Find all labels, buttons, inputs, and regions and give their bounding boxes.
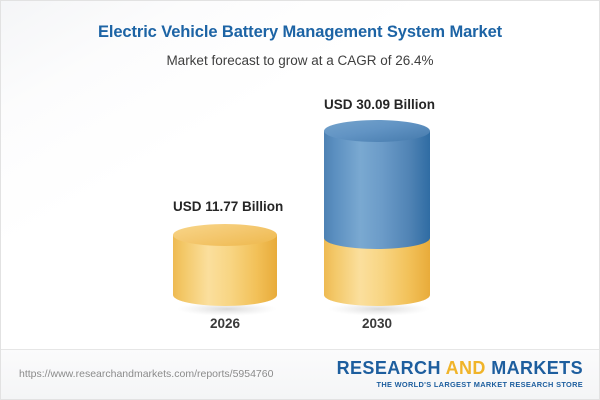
- footer-report-url[interactable]: https://www.researchandmarkets.com/repor…: [19, 368, 274, 380]
- logo-word-and: AND: [445, 358, 486, 378]
- cylinder-2030: [324, 120, 430, 316]
- chart-subtitle: Market forecast to grow at a CAGR of 26.…: [166, 53, 434, 68]
- research-and-markets-logo[interactable]: RESEARCH AND MARKETS THE WORLD'S LARGEST…: [337, 359, 583, 388]
- cylinder-2026: [173, 224, 277, 316]
- logo-word-research: RESEARCH: [336, 358, 441, 378]
- footer: https://www.researchandmarkets.com/repor…: [1, 350, 599, 399]
- plot-area: USD 11.77 Billion: [1, 1, 599, 349]
- bar-group-2026: USD 11.77 Billion: [173, 1, 284, 349]
- logo-tagline: THE WORLD'S LARGEST MARKET RESEARCH STOR…: [376, 380, 583, 389]
- cylinder-2026-svg: [173, 224, 277, 316]
- bar-category-label-2030: 2030: [361, 316, 393, 331]
- bar-category-label-2026: 2026: [209, 316, 241, 331]
- bar-value-label-2026: USD 11.77 Billion: [173, 199, 284, 214]
- logo-wordmark: RESEARCH AND MARKETS: [337, 359, 583, 377]
- footer-divider: [1, 349, 599, 350]
- bar-group-2030: USD 30.09 Billion: [324, 1, 436, 349]
- bar-value-label-2030: USD 30.09 Billion: [324, 97, 436, 112]
- chart-title: Electric Vehicle Battery Management Syst…: [97, 23, 503, 41]
- cylinder-2030-svg: [324, 120, 430, 316]
- logo-word-markets: MARKETS: [491, 358, 583, 378]
